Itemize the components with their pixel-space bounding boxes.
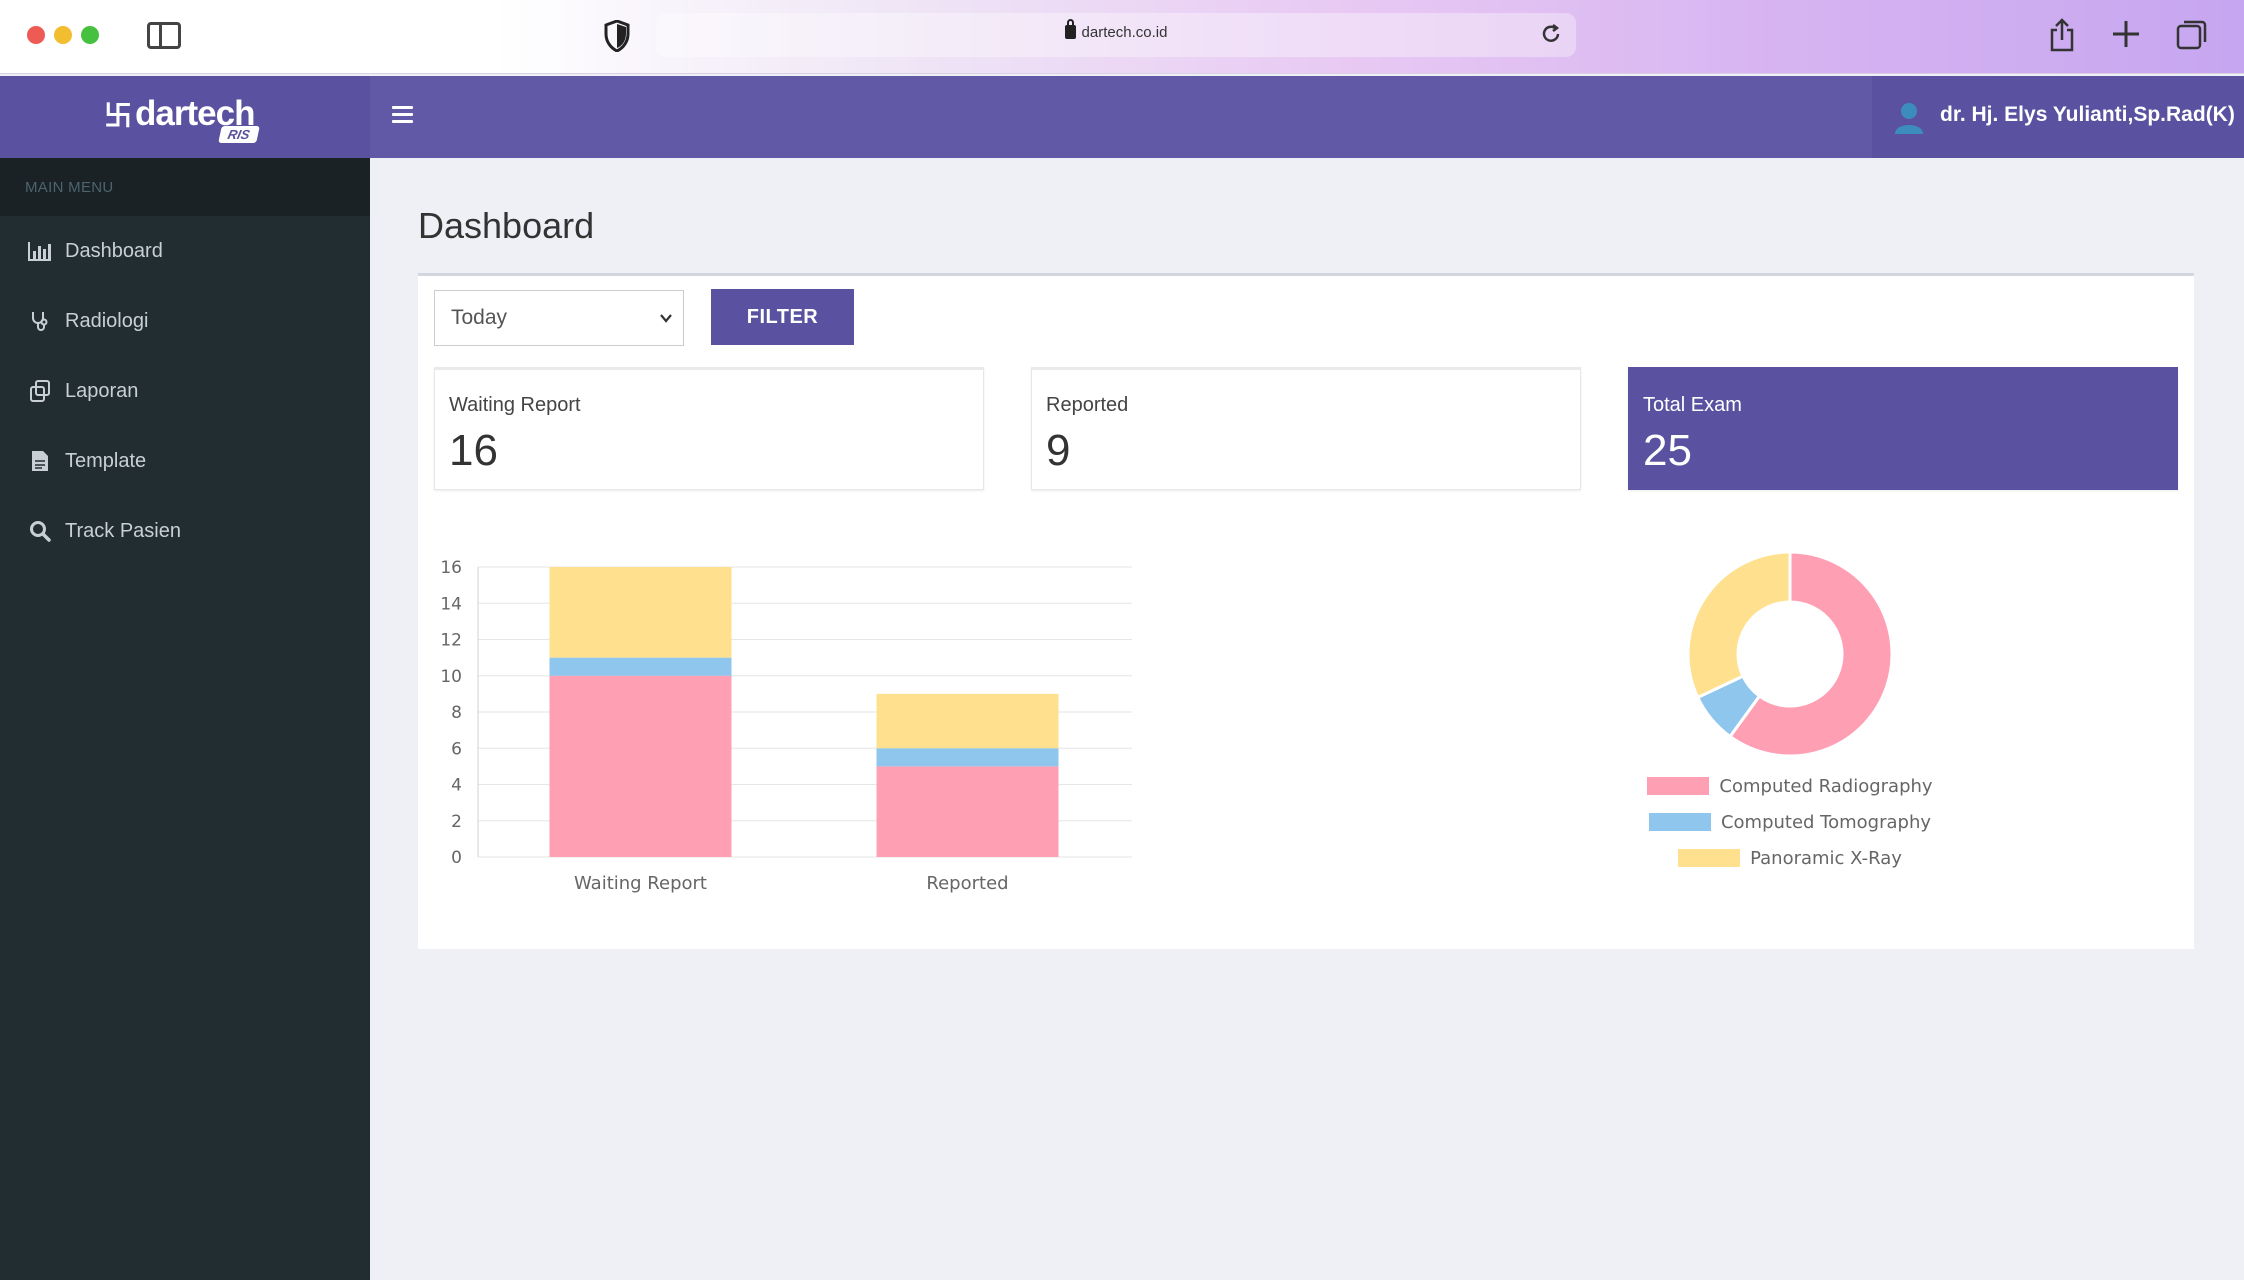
- hamburger-menu-icon[interactable]: [392, 106, 413, 124]
- browser-toolbar: dartech.co.id: [0, 0, 2244, 74]
- stat-label: Waiting Report: [449, 394, 581, 416]
- total-exam-box: Total Exam 25: [1628, 367, 2178, 490]
- bar-segment: [549, 675, 732, 857]
- sidebar-item-template[interactable]: Template: [0, 426, 370, 496]
- sidebar-section-label: MAIN MENU: [0, 158, 370, 216]
- x-tick-label: Reported: [926, 873, 1008, 894]
- stacked-bar-chart: 0 2 4 6 8 10 12 14 16 Waiting Report Reported: [440, 558, 1132, 894]
- search-icon: [27, 520, 53, 542]
- legend-swatch: [1647, 777, 1710, 795]
- y-tick-label: 12: [440, 631, 462, 651]
- bar-segment: [876, 748, 1059, 767]
- period-select[interactable]: Today: [434, 290, 684, 346]
- bar-segment: [876, 766, 1059, 857]
- stat-label: Reported: [1046, 394, 1129, 416]
- x-tick-label: Waiting Report: [574, 873, 707, 894]
- filter-button[interactable]: FILTER: [711, 289, 854, 345]
- share-icon[interactable]: [2048, 18, 2076, 52]
- y-tick-label: 10: [440, 667, 462, 687]
- legend-label: Computed Tomography: [1720, 811, 1932, 833]
- page-title: Dashboard: [418, 205, 595, 246]
- legend-swatch: [1648, 813, 1711, 831]
- sidebar-item-track-pasien[interactable]: Track Pasien: [0, 496, 370, 566]
- y-tick-label: 2: [451, 812, 462, 832]
- y-tick-label: 4: [451, 776, 462, 796]
- legend-item[interactable]: Panoramic X-Ray: [1610, 840, 1970, 876]
- bar-segment: [549, 657, 732, 676]
- stethoscope-icon: [27, 310, 53, 332]
- period-select-value: Today: [451, 306, 508, 329]
- donut-legend: Computed Radiography Computed Tomography P…: [1610, 768, 1970, 876]
- y-tick-label: 16: [440, 558, 462, 578]
- url-text: dartech.co.id: [1081, 24, 1168, 41]
- stat-value: 25: [1643, 426, 1692, 475]
- avatar: [1895, 103, 1923, 134]
- minimize-window-button[interactable]: [54, 26, 72, 44]
- legend-label: Computed Radiography: [1719, 775, 1933, 797]
- sidebar-item-label: Radiologi: [65, 309, 149, 332]
- stat-value: 9: [1046, 426, 1071, 475]
- y-tick-label: 0: [451, 848, 462, 868]
- address-bar[interactable]: dartech.co.id: [656, 13, 1576, 57]
- legend-swatch: [1678, 849, 1741, 867]
- app-header: [0, 76, 2244, 158]
- sidebar-item-label: Dashboard: [65, 239, 163, 262]
- y-tick-label: 14: [440, 594, 462, 614]
- sidebar-item-laporan[interactable]: Laporan: [0, 356, 370, 426]
- legend-item[interactable]: Computed Radiography: [1610, 768, 1970, 804]
- donut-slice: [1686, 550, 1792, 700]
- brand-badge: RIS: [218, 126, 260, 143]
- legend-item[interactable]: Computed Tomography: [1610, 804, 1970, 840]
- bar-chart-icon: [27, 240, 53, 262]
- dartech-logo-icon: 卐: [104, 99, 132, 132]
- sidebar-toggle-icon[interactable]: [147, 22, 181, 49]
- bar-segment: [876, 693, 1059, 749]
- sidebar-item-label: Template: [65, 449, 147, 472]
- sidebar-item-label: Laporan: [65, 379, 139, 402]
- user-menu[interactable]: dr. Hj. Elys Yulianti,Sp.Rad(K): [1872, 76, 2244, 158]
- brand-logo[interactable]: 卐 dartech RIS: [0, 76, 370, 158]
- y-tick-label: 8: [451, 703, 462, 723]
- sidebar-item-radiologi[interactable]: Radiologi: [0, 286, 370, 356]
- copy-icon: [27, 380, 53, 402]
- y-tick-label: 6: [451, 739, 462, 759]
- user-name: dr. Hj. Elys Yulianti,Sp.Rad(K): [1940, 103, 2235, 126]
- reported-box: Reported 9: [1031, 367, 1581, 490]
- lock-icon: [1064, 19, 1076, 39]
- stat-value: 16: [449, 426, 498, 475]
- document-icon: [27, 450, 53, 472]
- sidebar-item-label: Track Pasien: [65, 519, 181, 542]
- tabs-icon[interactable]: [2176, 18, 2208, 50]
- close-window-button[interactable]: [27, 26, 45, 44]
- sidebar: MAIN MENU Dashboard Radiologi Laporan Te…: [0, 158, 370, 1280]
- bar-segment: [549, 567, 732, 658]
- waiting-report-box: Waiting Report 16: [434, 367, 984, 490]
- sidebar-item-dashboard[interactable]: Dashboard: [0, 216, 370, 286]
- shield-icon[interactable]: [604, 20, 630, 52]
- maximize-window-button[interactable]: [81, 26, 99, 44]
- reload-icon[interactable]: [1540, 23, 1562, 45]
- legend-label: Panoramic X-Ray: [1750, 847, 1902, 869]
- donut-slice: [1727, 550, 1894, 758]
- chevron-down-icon: [660, 314, 672, 323]
- plus-icon[interactable]: [2110, 18, 2142, 50]
- donut-chart: [1686, 550, 1894, 758]
- stat-label: Total Exam: [1643, 394, 1742, 416]
